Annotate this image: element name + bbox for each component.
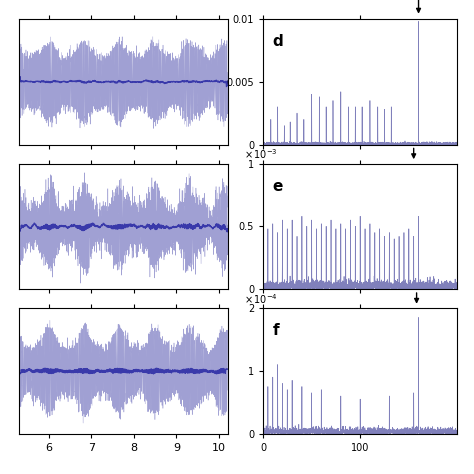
Text: f: f (273, 323, 279, 338)
Text: $\times\,10^{-3}$: $\times\,10^{-3}$ (244, 147, 278, 161)
Text: d: d (273, 34, 283, 49)
Text: $\times\,10^{-4}$: $\times\,10^{-4}$ (244, 292, 278, 306)
Text: e: e (273, 179, 283, 193)
